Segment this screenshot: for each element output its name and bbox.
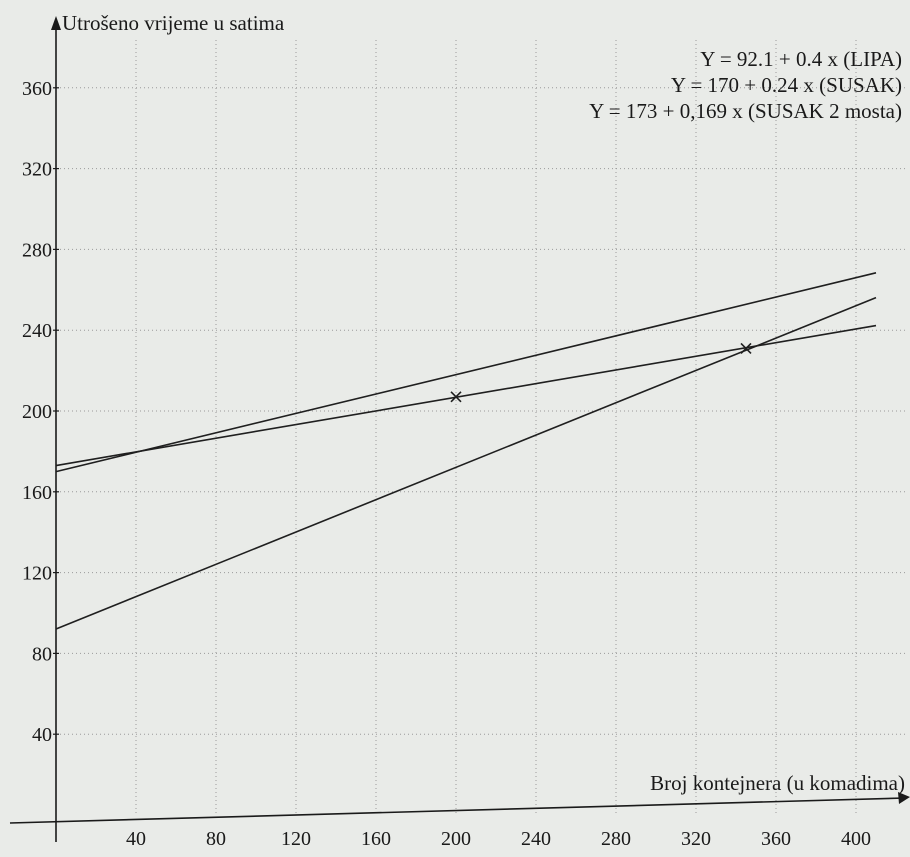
x-axis-arrow-icon bbox=[898, 792, 910, 804]
y-tick-label-5: 240 bbox=[22, 320, 52, 342]
y-axis-arrow-icon bbox=[51, 16, 61, 30]
y-tick-label-1: 80 bbox=[32, 643, 52, 665]
series-line-2 bbox=[55, 324, 877, 467]
x-tick-label-0: 40 bbox=[126, 828, 146, 850]
y-tick-label-6: 280 bbox=[22, 239, 52, 261]
y-tick-label-4: 200 bbox=[22, 401, 52, 423]
series-line-1 bbox=[55, 272, 877, 473]
y-tick-label-0: 40 bbox=[32, 724, 52, 746]
markers bbox=[450, 342, 752, 403]
y-tick-label-2: 120 bbox=[22, 563, 52, 585]
x-tick-label-7: 320 bbox=[681, 828, 711, 850]
x-axis-label: Broj kontejnera (u komadima) bbox=[650, 771, 905, 795]
y-axis-label: Utrošeno vrijeme u satima bbox=[62, 11, 285, 35]
series-line-0 bbox=[55, 296, 877, 630]
x-tick-label-9: 400 bbox=[841, 828, 871, 850]
y-tick-label-3: 160 bbox=[22, 482, 52, 504]
equation-label-susak-2-mosta: Y = 173 + 0,169 x (SUSAK 2 mosta) bbox=[589, 99, 902, 123]
equation-label-susak: Y = 170 + 0.24 x (SUSAK) bbox=[671, 73, 902, 97]
x-tick-label-3: 160 bbox=[361, 828, 391, 850]
y-tick-label-8: 360 bbox=[22, 78, 52, 100]
x-tick-label-8: 360 bbox=[761, 828, 791, 850]
intersection-marker-1 bbox=[740, 342, 752, 354]
tick-labels: 40 80 120 160 200 240 280 320 360 40 80 120 160 200 24… bbox=[22, 78, 871, 850]
y-tick-label-7: 320 bbox=[22, 159, 52, 181]
grid bbox=[56, 40, 905, 815]
x-tick-label-5: 240 bbox=[521, 828, 551, 850]
x-tick-label-1: 80 bbox=[206, 828, 226, 850]
axes bbox=[9, 16, 910, 842]
intersection-marker-0 bbox=[450, 391, 462, 403]
series bbox=[55, 272, 877, 630]
equation-label-lipa: Y = 92.1 + 0.4 x (LIPA) bbox=[700, 47, 902, 71]
x-tick-label-6: 280 bbox=[601, 828, 631, 850]
x-tick-label-2: 120 bbox=[281, 828, 311, 850]
x-tick-label-4: 200 bbox=[441, 828, 471, 850]
x-axis bbox=[9, 797, 906, 824]
